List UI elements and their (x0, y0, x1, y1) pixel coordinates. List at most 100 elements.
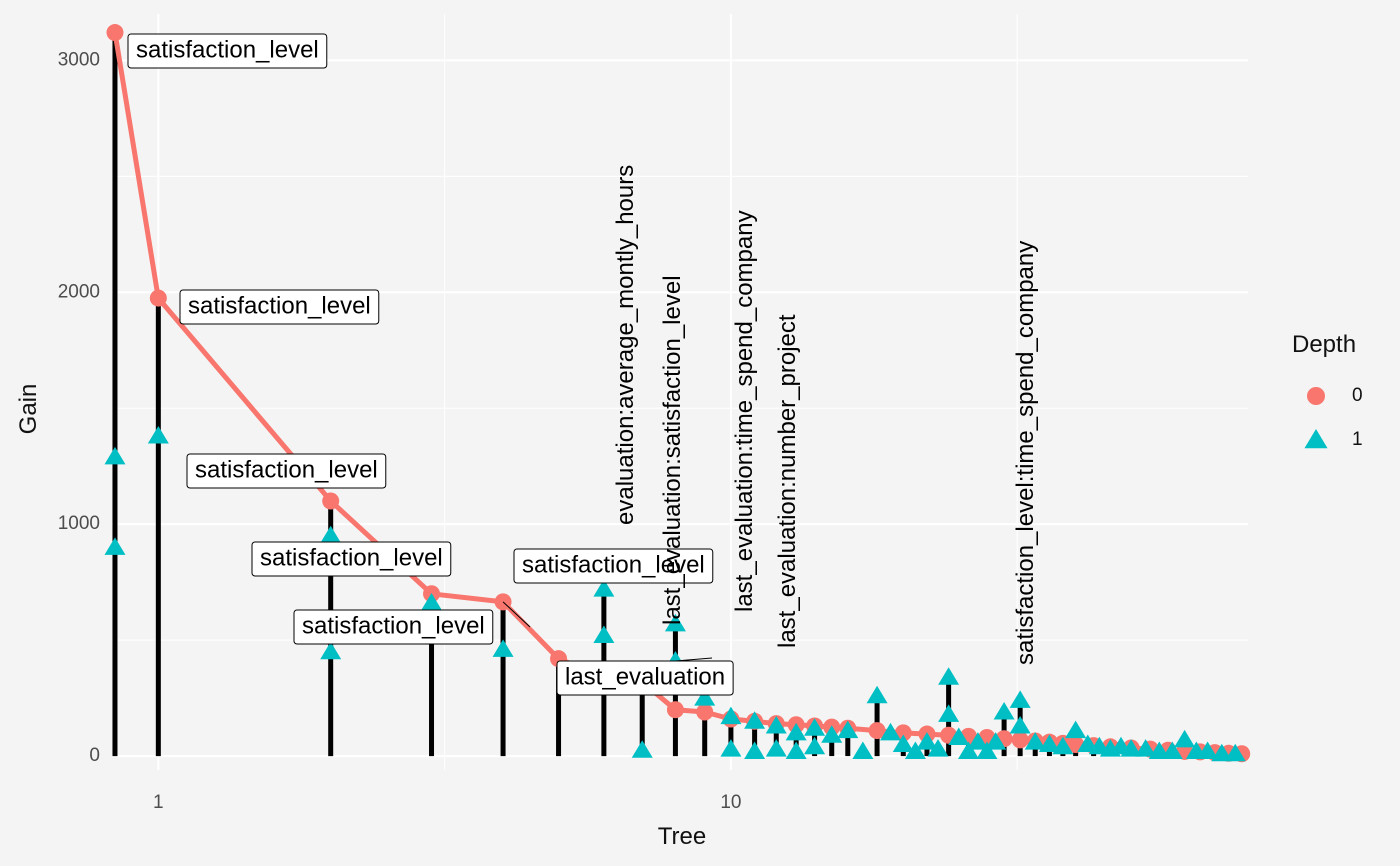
annotation-label-vertical: last_evaluation:time_spend_company (731, 210, 758, 612)
point-depth-1 (720, 706, 742, 725)
point-depth-1 (967, 732, 989, 750)
point-depth-1 (892, 734, 914, 752)
point-depth-1 (765, 715, 787, 734)
y-tick-label: 2000 (58, 281, 100, 302)
annotation-label-box: satisfaction_level (186, 453, 387, 489)
point-depth-1 (1024, 732, 1046, 750)
x-tick-label: 1 (153, 792, 164, 813)
annotation-label-box: satisfaction_level (127, 33, 328, 69)
annotation-box (513, 548, 714, 584)
annotation-label-box: satisfaction_level (513, 548, 714, 584)
point-depth-1 (1065, 720, 1087, 739)
point-depth-1 (1161, 741, 1183, 759)
point-depth-0 (149, 289, 167, 307)
point-depth-1 (664, 613, 686, 632)
point-depth-1 (1174, 729, 1196, 748)
point-depth-1 (985, 732, 1007, 750)
point-depth-1 (904, 741, 926, 759)
legend-key-circle (1307, 387, 1325, 405)
annotation-label-box: last_evaluation (556, 660, 734, 696)
annotation-label: satisfaction_level (195, 456, 378, 483)
point-depth-1 (1211, 743, 1233, 762)
point-depth-1 (104, 446, 126, 465)
point-depth-1 (837, 720, 859, 739)
point-depth-1 (744, 711, 766, 729)
annotation-leader-line (502, 601, 531, 628)
point-depth-1 (104, 537, 126, 555)
point-depth-1 (1009, 715, 1031, 734)
annotation-label-box: satisfaction_level (293, 609, 494, 645)
x-axis-ticks: 1 10 (153, 792, 741, 813)
annotation-box (186, 453, 387, 489)
point-depth-1 (821, 725, 843, 743)
y-tick-label: 1000 (58, 513, 100, 534)
point-depth-0 (868, 722, 886, 740)
annotation-label-box: satisfaction_level (251, 541, 452, 577)
point-depth-1 (320, 525, 342, 544)
point-depth-1 (593, 625, 615, 643)
annotation-label-vertical: last_evaluation:satisfaction_level (659, 275, 686, 625)
annotation-label-box: satisfaction_level (179, 289, 380, 325)
point-depth-0 (696, 703, 714, 721)
point-depth-1 (880, 722, 902, 741)
legend-label: 0 (1352, 385, 1363, 406)
point-depth-1 (866, 685, 888, 704)
annotation-label-vertical: satisfaction_level:time_spend_company (1012, 241, 1039, 665)
legend: Depth 0 1 (1292, 331, 1363, 450)
point-depth-1 (958, 741, 980, 759)
point-depth-1 (804, 718, 826, 736)
annotation-label: satisfaction_level (302, 612, 485, 639)
x-axis-title: Tree (658, 823, 706, 850)
point-depth-1 (593, 579, 615, 597)
y-tick-label: 3000 (58, 49, 100, 70)
point-depth-1 (1135, 739, 1157, 757)
point-depth-1 (1009, 690, 1031, 708)
point-depth-1 (976, 741, 998, 759)
y-axis-ticks: 0 1000 2000 3000 (58, 49, 100, 766)
point-depth-1 (852, 741, 874, 759)
point-depth-0 (666, 701, 684, 719)
y-axis-title: Gain (15, 384, 42, 435)
point-depth-0 (1011, 731, 1029, 749)
point-depth-1 (993, 702, 1015, 720)
point-depth-1 (938, 704, 960, 722)
point-depth-1 (421, 593, 443, 611)
point-depth-1 (948, 727, 970, 746)
point-depth-1 (804, 736, 826, 755)
point-depth-1 (720, 739, 742, 757)
annotation-box (556, 660, 734, 696)
legend-title: Depth (1292, 331, 1356, 358)
point-depth-0 (322, 492, 340, 510)
point-depth-1 (927, 739, 949, 757)
point-depth-1 (1197, 741, 1219, 759)
point-depth-1 (785, 722, 807, 741)
annotation-label: satisfaction_level (188, 292, 371, 319)
annotation-box (179, 289, 380, 325)
point-depth-1 (147, 426, 169, 444)
point-depth-0 (106, 24, 124, 42)
point-depth-1 (320, 641, 342, 660)
y-tick-label: 0 (89, 745, 100, 766)
data-points (104, 24, 1251, 763)
annotation-label: satisfaction_level (136, 36, 319, 63)
annotations: satisfaction_levelsatisfaction_levelsati… (127, 33, 1039, 696)
x-tick-label: 10 (720, 792, 741, 813)
point-depth-1 (916, 732, 938, 750)
point-depth-1 (744, 741, 766, 759)
point-depth-1 (1038, 734, 1060, 752)
point-depth-1 (694, 688, 716, 706)
annotation-label-vertical: last_evaluation:number_project (774, 314, 801, 648)
point-depth-1 (492, 639, 514, 657)
annotation-box (293, 609, 494, 645)
annotation-label: satisfaction_level (522, 551, 705, 578)
point-depth-1 (785, 741, 807, 759)
point-depth-1 (631, 740, 653, 758)
point-depth-1 (1120, 739, 1142, 757)
annotation-box (251, 541, 452, 577)
point-depth-1 (938, 667, 960, 685)
point-depth-1 (1224, 743, 1246, 762)
annotation-leader-line (675, 657, 713, 662)
legend-key-triangle (1304, 429, 1328, 449)
